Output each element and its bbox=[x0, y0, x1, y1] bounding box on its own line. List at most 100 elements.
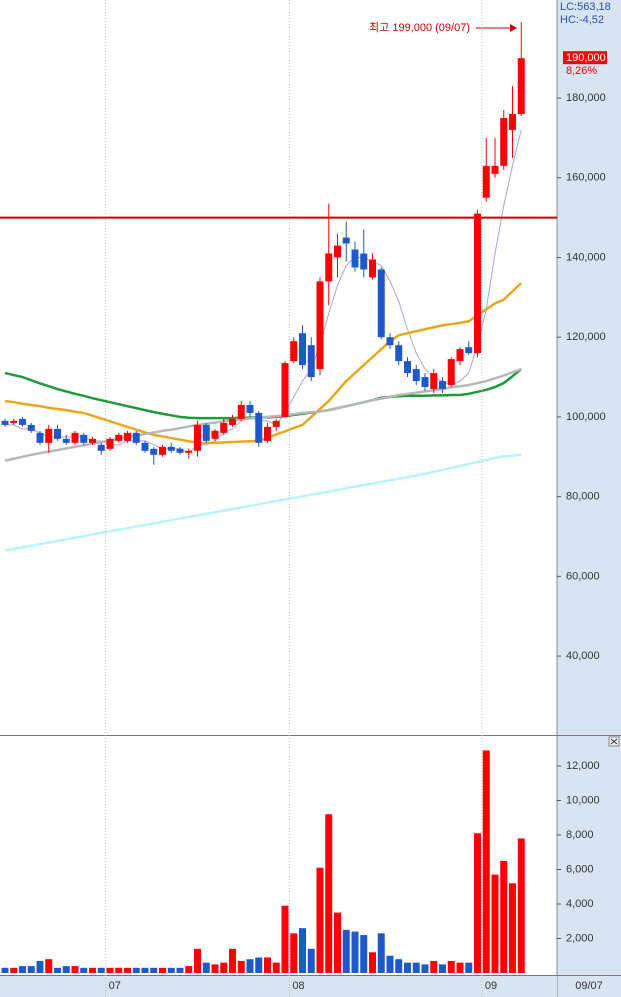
candle-body bbox=[167, 446, 175, 451]
candle-body bbox=[71, 432, 79, 443]
indicator-lc: LC:563,18 bbox=[560, 1, 611, 13]
candle-body bbox=[404, 361, 411, 374]
candle-body bbox=[194, 424, 201, 451]
volume-bar bbox=[517, 838, 525, 973]
volume-bar bbox=[194, 948, 201, 973]
volume-bar bbox=[351, 931, 359, 973]
candle-body bbox=[465, 347, 473, 354]
x-tick-label: 09 bbox=[485, 980, 497, 992]
volume-bar bbox=[509, 883, 516, 973]
volume-bar bbox=[447, 960, 455, 973]
price-tag: 190,000 bbox=[566, 52, 606, 64]
candle-body bbox=[124, 432, 131, 441]
candle-body bbox=[220, 422, 228, 433]
candle-body bbox=[62, 438, 70, 443]
volume-bar bbox=[290, 933, 298, 973]
volume-bar bbox=[124, 967, 131, 973]
volume-bar bbox=[474, 833, 481, 973]
candle-body bbox=[246, 404, 254, 413]
volume-bar bbox=[456, 962, 464, 973]
volume-bar bbox=[62, 966, 70, 973]
volume-bar bbox=[1, 967, 9, 973]
volume-bar bbox=[45, 959, 53, 973]
y-tick-label: 12,000 bbox=[566, 760, 600, 772]
y-tick-label: 80,000 bbox=[566, 491, 600, 503]
volume-bar bbox=[36, 960, 44, 973]
volume-bar bbox=[465, 962, 473, 973]
candle-body bbox=[474, 213, 481, 354]
volume-bar bbox=[54, 967, 61, 973]
candle-body bbox=[229, 418, 236, 425]
close-icon bbox=[610, 738, 618, 745]
y-tick-label: 40,000 bbox=[566, 650, 600, 662]
candle-body bbox=[351, 249, 359, 268]
x-tick-label: 07 bbox=[109, 980, 121, 992]
y-tick-label: 8,000 bbox=[566, 829, 594, 841]
candle-body bbox=[369, 259, 376, 278]
y-tick-label: 100,000 bbox=[566, 411, 606, 423]
moving-average bbox=[4, 282, 523, 445]
candle-body bbox=[185, 450, 193, 453]
candle-body bbox=[386, 337, 394, 346]
volume-bar bbox=[80, 967, 88, 973]
volume-bar bbox=[369, 952, 376, 973]
candle-body bbox=[482, 165, 490, 198]
volume-bar bbox=[27, 966, 35, 973]
y-tick-label: 120,000 bbox=[566, 331, 606, 343]
volume-bar bbox=[237, 960, 245, 973]
volume-bar bbox=[316, 867, 324, 973]
candle-body bbox=[517, 58, 525, 114]
candle-body bbox=[447, 359, 455, 386]
candle-body bbox=[325, 253, 333, 282]
volume-bar bbox=[500, 860, 508, 973]
volume-bar bbox=[404, 962, 411, 973]
candle-body bbox=[89, 438, 96, 443]
candle-body bbox=[141, 442, 149, 451]
last-date-label: 09/07 bbox=[575, 980, 603, 992]
volume-bar bbox=[71, 966, 79, 973]
y-tick-label: 180,000 bbox=[566, 92, 606, 104]
candle-body bbox=[421, 377, 429, 388]
candle-body bbox=[334, 245, 341, 258]
moving-average bbox=[5, 129, 522, 454]
y-tick-label: 6,000 bbox=[566, 863, 594, 875]
candle-body bbox=[97, 444, 105, 451]
volume-bar bbox=[325, 814, 333, 973]
candle-body bbox=[307, 345, 315, 378]
volume-bar bbox=[307, 948, 315, 973]
high-annotation: 최고 199,000 (09/07) bbox=[369, 21, 470, 34]
volume-bar bbox=[334, 912, 341, 973]
candle-body bbox=[27, 424, 35, 431]
candle-body bbox=[176, 448, 184, 453]
candle-body bbox=[54, 428, 61, 439]
candle-body bbox=[132, 432, 140, 443]
volume-bar bbox=[255, 957, 263, 973]
volume-bar bbox=[430, 960, 438, 973]
volume-bar bbox=[159, 967, 166, 973]
volume-bar bbox=[395, 959, 403, 973]
moving-average bbox=[4, 453, 522, 552]
axis-panel bbox=[557, 0, 621, 997]
indicator-hc: HC:-4,52 bbox=[560, 14, 604, 26]
candle-body bbox=[106, 438, 114, 449]
candle-body bbox=[36, 432, 44, 443]
candle-body bbox=[1, 420, 9, 425]
volume-bar bbox=[342, 929, 350, 973]
volume-bar bbox=[202, 962, 210, 973]
volume-bar bbox=[167, 967, 175, 973]
volume-bar bbox=[141, 967, 149, 973]
candle-body bbox=[439, 381, 446, 390]
volume-bar bbox=[115, 967, 123, 973]
candle-body bbox=[509, 113, 516, 130]
volume-bar bbox=[386, 955, 394, 973]
volume-bar bbox=[150, 967, 158, 973]
volume-bar bbox=[176, 967, 184, 973]
y-tick-label: 160,000 bbox=[566, 172, 606, 184]
candle-body bbox=[412, 369, 420, 382]
candle-body bbox=[211, 430, 219, 439]
volume-bar bbox=[229, 948, 236, 973]
candle-body bbox=[150, 448, 158, 455]
volume-bar bbox=[272, 962, 280, 973]
volume-bar bbox=[412, 962, 420, 973]
